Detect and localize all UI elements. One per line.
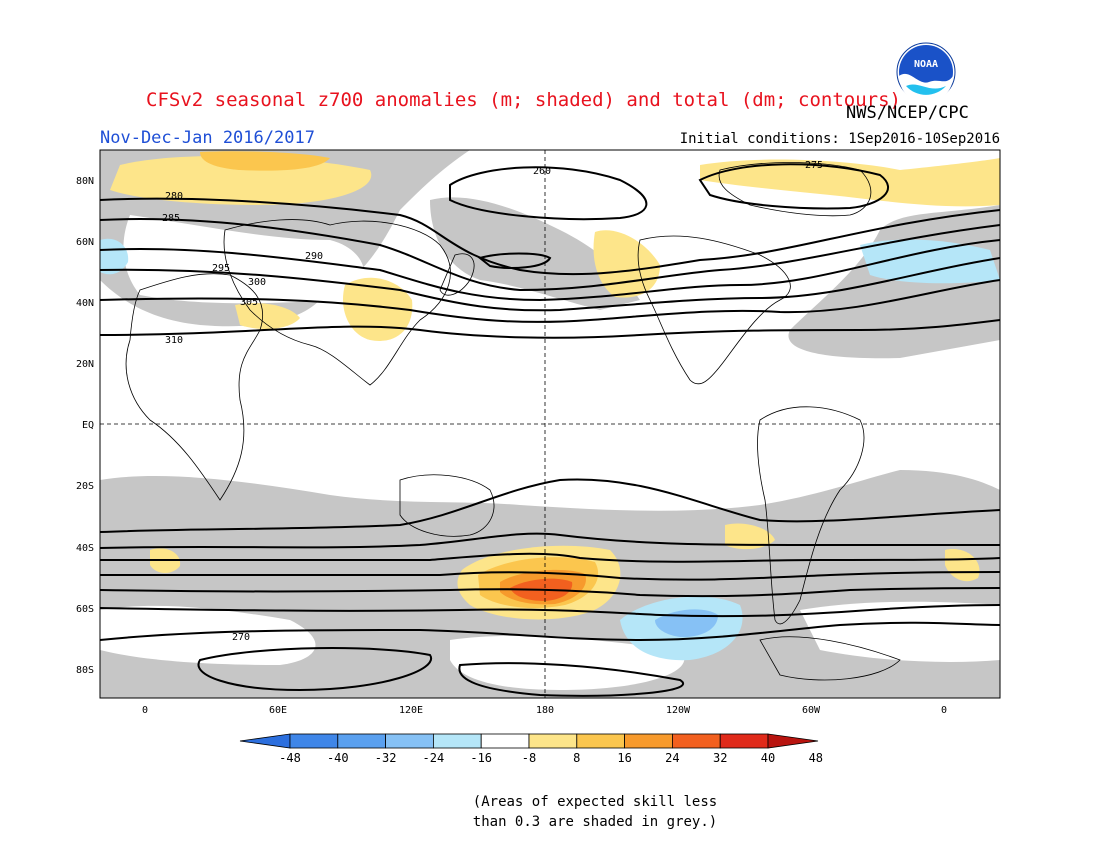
skill-note-line: than 0.3 are shaded in grey.) [472,814,718,830]
legend-swatch [385,733,434,749]
legend-tick-label: -48 [279,751,301,765]
anomaly-shading [100,151,1000,661]
longitude-labels: 0 60E 120E 180 120W 60W 0 [142,705,947,716]
legend-arrow-low [239,733,291,749]
legend-tick-label: -16 [470,751,492,765]
legend-swatch [480,733,530,749]
legend-swatch [576,733,625,749]
lat-label: 20S [76,481,94,492]
legend-swatch [719,733,769,749]
contour-label: 295 [212,263,230,274]
legend-swatch [672,733,721,749]
noaa-logo-icon: NOAA [896,42,956,102]
coastlines [125,162,901,681]
contour-label: 305 [240,297,258,308]
lat-label: 60S [76,604,94,615]
contour-label: 310 [165,335,183,346]
contour-labels: 260 275 280 285 290 295 300 305 310 270 [162,160,823,643]
legend-tick-label: 8 [573,751,580,765]
legend-swatch [528,733,578,749]
lon-label: 180 [536,705,554,716]
skill-note-line: (Areas of expected skill less [472,794,718,810]
chart-title: CFSv2 seasonal z700 anomalies (m; shaded… [146,89,901,111]
map-frame [99,149,1001,699]
legend-swatch [337,733,386,749]
lon-label: 0 [941,705,947,716]
height-contours [100,163,1000,697]
lat-label: 20N [76,359,94,370]
legend-swatch [289,733,339,749]
lat-label: 40S [76,543,94,554]
contour-label: 275 [805,160,823,171]
contour-label: 280 [165,191,183,202]
legend-tick-label: -40 [327,751,349,765]
lon-label: 60W [802,705,821,716]
contour-label: 290 [305,251,323,262]
color-legend: -48 -40 -32 -24 -16 -8 8 16 24 32 40 48 [239,733,823,765]
lon-label: 120W [666,705,691,716]
legend-tick-label: -8 [522,751,536,765]
legend-tick-label: 24 [665,751,679,765]
legend-tick-label: 32 [713,751,727,765]
map-area [100,150,1000,698]
legend-tick-label: 16 [617,751,631,765]
legend-swatch [432,733,482,749]
lat-label: 80N [76,176,94,187]
logo-text: NOAA [914,59,938,70]
latitude-labels: 80N 60N 40N 20N EQ 20S 40S 60S 80S [76,176,94,676]
legend-tick-label: 40 [761,751,775,765]
contour-label: 270 [232,632,250,643]
legend-arrow-high [767,733,819,749]
legend-tick-label: -32 [375,751,397,765]
lat-label: 40N [76,298,94,309]
lon-label: 60E [269,705,287,716]
contour-label: 260 [533,166,551,177]
lat-label: EQ [82,420,94,431]
contour-label: 285 [162,213,180,224]
forecast-period: Nov-Dec-Jan 2016/2017 [100,128,315,148]
lat-label: 80S [76,665,94,676]
organization-label: NWS/NCEP/CPC [846,103,969,123]
legend-tick-label: -24 [423,751,445,765]
lon-label: 0 [142,705,148,716]
legend-swatch [624,733,673,749]
legend-tick-label: 48 [809,751,823,765]
contour-label: 300 [248,277,266,288]
skill-areas [100,150,1000,690]
lon-label: 120E [399,705,423,716]
skill-note: (Areas of expected skill less than 0.3 a… [0,792,1100,832]
lat-label: 60N [76,237,94,248]
initial-conditions: Initial conditions: 1Sep2016-10Sep2016 [679,131,1000,147]
